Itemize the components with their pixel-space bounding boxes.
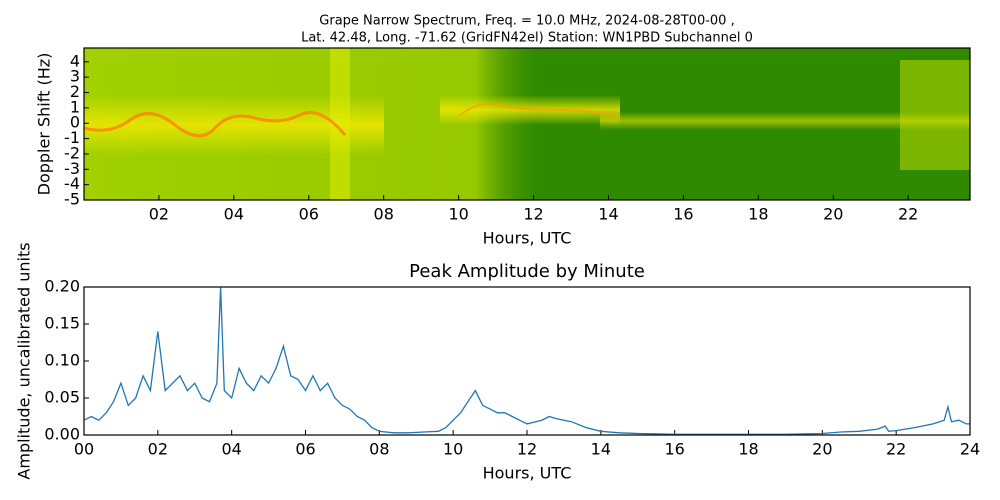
chart-title: Lat. 42.48, Long. -71.62 (GridFN42el) St… <box>301 31 753 46</box>
x-tick-label: 10 <box>448 205 468 224</box>
y-tick-label: -1 <box>64 128 80 147</box>
chart-title: Peak Amplitude by Minute <box>409 261 645 282</box>
plots: Grape Narrow Spectrum, Freq. = 10.0 MHz,… <box>15 14 981 483</box>
x-tick-label: 08 <box>374 205 394 224</box>
x-tick-label: 08 <box>369 440 389 459</box>
x-tick-label: 10 <box>443 440 463 459</box>
y-tick-label: -5 <box>64 190 80 209</box>
x-tick-label: 14 <box>591 440 611 459</box>
y-tick-label: 0 <box>70 113 80 132</box>
x-tick-label: 06 <box>299 205 319 224</box>
y-tick-label: -3 <box>64 159 80 178</box>
y-tick-label: 0.20 <box>44 277 80 296</box>
y-tick-label: 2 <box>70 82 80 101</box>
x-tick-label: 12 <box>523 205 543 224</box>
y-axis-label: Doppler Shift (Hz) <box>35 53 54 196</box>
y-tick-label: -2 <box>64 143 80 162</box>
chart-title: Grape Narrow Spectrum, Freq. = 10.0 MHz,… <box>319 14 734 29</box>
x-tick-label: 24 <box>960 440 980 459</box>
x-tick-label: 12 <box>517 440 537 459</box>
y-tick-label: 4 <box>70 51 80 70</box>
plot-frame <box>83 47 971 201</box>
x-tick-label: 22 <box>898 205 918 224</box>
x-tick-label: 16 <box>673 205 693 224</box>
y-tick-label: 0.05 <box>44 388 80 407</box>
x-tick-label: 06 <box>295 440 315 459</box>
y-tick-label: 0.10 <box>44 351 80 370</box>
spectrogram-image <box>84 48 970 200</box>
y-tick-label: 1 <box>70 97 80 116</box>
x-tick-label: 02 <box>148 440 168 459</box>
y-tick-label: -4 <box>64 174 80 193</box>
x-tick-label: 20 <box>812 440 832 459</box>
x-tick-label: 02 <box>149 205 169 224</box>
x-tick-label: 04 <box>224 205 244 224</box>
data-line <box>83 286 970 435</box>
x-axis-label: Hours, UTC <box>483 229 572 248</box>
x-tick-label: 14 <box>598 205 618 224</box>
x-tick-label: 18 <box>738 440 758 459</box>
y-tick-label: 3 <box>70 67 80 86</box>
y-tick-label: 0.15 <box>44 314 80 333</box>
x-tick-label: 04 <box>221 440 241 459</box>
x-tick-label: 18 <box>748 205 768 224</box>
y-axis-label: Amplitude, uncalibrated units <box>15 242 34 479</box>
x-tick-label: 22 <box>886 440 906 459</box>
x-tick-label: 16 <box>664 440 684 459</box>
x-tick-label: 20 <box>823 205 843 224</box>
plot-frame <box>83 286 971 436</box>
x-tick-label: 00 <box>74 440 94 459</box>
y-tick-label: 0.00 <box>44 425 80 444</box>
x-axis-label: Hours, UTC <box>483 464 572 483</box>
